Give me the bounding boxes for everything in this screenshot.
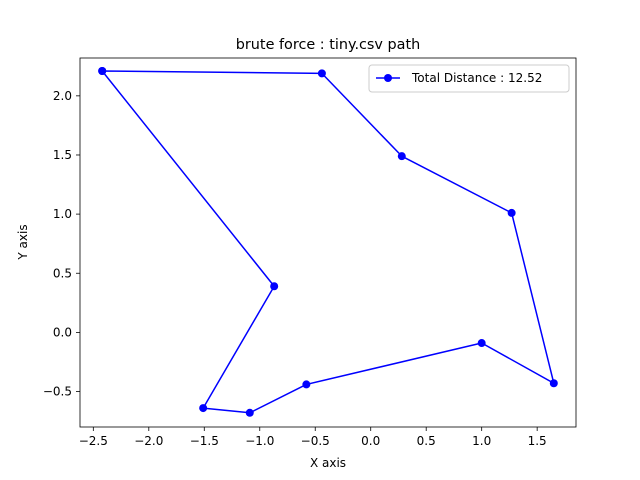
y-tick-label: 0.0 [53,325,72,339]
legend-label: Total Distance : 12.52 [411,71,542,85]
x-tick-label: −1.5 [190,434,219,448]
x-tick-label: −1.0 [245,434,274,448]
legend: Total Distance : 12.52 [368,64,570,93]
series-group [98,67,558,417]
y-tick-label: −0.5 [43,385,72,399]
y-axis-ticks: −0.5 0.0 0.5 1.0 1.5 2.0 [43,89,80,399]
x-tick-label: −2.5 [79,434,108,448]
data-point [317,69,326,78]
data-point [98,67,107,76]
plot-area [79,57,577,428]
y-axis-label: Y axis [16,224,30,260]
data-point [549,379,558,388]
data-point [199,404,208,413]
data-point [302,380,311,389]
y-tick-label: 2.0 [53,89,72,103]
legend-marker [384,74,392,82]
data-point [270,282,279,291]
x-tick-label: 0.5 [417,434,436,448]
x-tick-label: −2.0 [134,434,163,448]
y-tick-label: 1.5 [53,148,72,162]
x-tick-label: 1.5 [528,434,547,448]
x-axis-ticks: −2.5 −2.0 −1.5 −1.0 −0.5 0.0 0.5 1.0 1.5 [79,427,547,448]
y-tick-label: 1.0 [53,207,72,221]
chart-title: brute force : tiny.csv path [236,37,421,53]
x-tick-label: −0.5 [301,434,330,448]
data-point [507,208,516,217]
x-tick-label: 1.0 [472,434,491,448]
x-tick-label: 0.0 [361,434,380,448]
legend-box [368,64,570,93]
x-axis-label: X axis [310,456,346,470]
y-tick-label: 0.5 [53,266,72,280]
data-point [477,339,486,348]
data-point [245,408,254,417]
data-point [397,152,406,161]
